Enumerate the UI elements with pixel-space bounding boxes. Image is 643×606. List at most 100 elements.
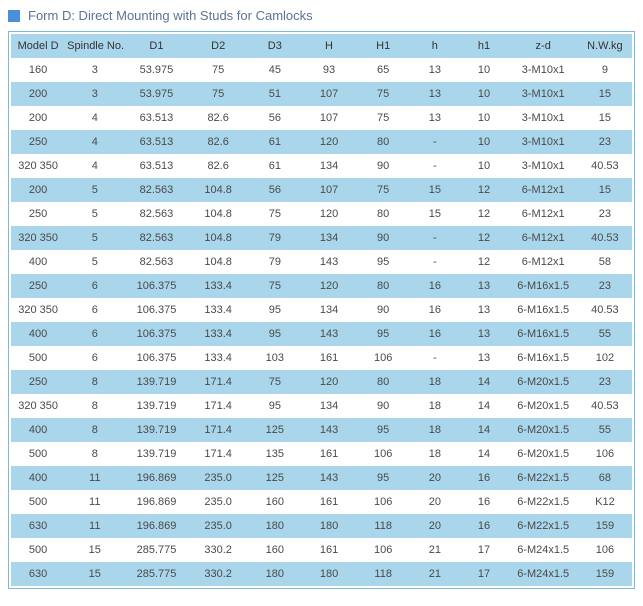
table-cell: 133.4 — [189, 298, 248, 322]
table-cell: 120 — [302, 130, 356, 154]
table-cell: 106 — [356, 538, 410, 562]
table-cell: 6-M16x1.5 — [509, 298, 578, 322]
table-cell: 400 — [11, 418, 65, 442]
table-cell: 15 — [578, 82, 632, 106]
table-row: 4006106.375133.4951439516136-M16x1.555 — [11, 322, 632, 346]
table-cell: 161 — [302, 346, 356, 370]
table-row: 5008139.719171.413516110618146-M20x1.510… — [11, 442, 632, 466]
table-cell: 21 — [410, 538, 459, 562]
table-cell: 161 — [302, 442, 356, 466]
table-cell: 159 — [578, 562, 632, 586]
table-cell: 120 — [302, 202, 356, 226]
table-cell: 80 — [356, 130, 410, 154]
table-cell: 53.975 — [124, 58, 188, 82]
table-cell: 106 — [356, 346, 410, 370]
table-cell: 106 — [356, 442, 410, 466]
table-cell: 40.53 — [578, 154, 632, 178]
table-cell: 63.513 — [124, 154, 188, 178]
table-cell: 20 — [410, 490, 459, 514]
table-cell: 18 — [410, 442, 459, 466]
table-cell: 196.869 — [124, 466, 188, 490]
table-cell: 125 — [248, 418, 302, 442]
table-cell: 56 — [248, 178, 302, 202]
table-cell: 40.53 — [578, 226, 632, 250]
table-cell: 106.375 — [124, 274, 188, 298]
table-cell: 80 — [356, 274, 410, 298]
table-cell: - — [410, 226, 459, 250]
table-cell: 16 — [410, 298, 459, 322]
table-cell: 320 350 — [11, 298, 65, 322]
table-cell: 13 — [410, 58, 459, 82]
table-cell: 16 — [410, 322, 459, 346]
table-header-cell: H1 — [356, 34, 410, 58]
table-cell: 11 — [65, 466, 124, 490]
table-cell: 171.4 — [189, 394, 248, 418]
table-cell: 15 — [578, 178, 632, 202]
data-table: Model DSpindle No.D1D2D3HH1hh1z-dN.W.kg … — [11, 34, 632, 586]
table-row: 160353.9757545936513103-M10x19 — [11, 58, 632, 82]
table-row: 40011196.869235.01251439520166-M22x1.568 — [11, 466, 632, 490]
table-cell: 250 — [11, 130, 65, 154]
table-cell: 171.4 — [189, 370, 248, 394]
table-cell: 320 350 — [11, 394, 65, 418]
table-cell: 143 — [302, 322, 356, 346]
table-cell: 16 — [459, 514, 508, 538]
table-cell: 3 — [65, 82, 124, 106]
table-cell: 118 — [356, 514, 410, 538]
table-cell: 134 — [302, 298, 356, 322]
table-cell: 133.4 — [189, 274, 248, 298]
table-cell: 107 — [302, 178, 356, 202]
table-cell: 10 — [459, 58, 508, 82]
table-cell: 6 — [65, 298, 124, 322]
table-cell: 104.8 — [189, 202, 248, 226]
table-cell: 180 — [302, 562, 356, 586]
table-cell: 5 — [65, 226, 124, 250]
table-cell: 6-M12x1 — [509, 250, 578, 274]
table-cell: 139.719 — [124, 394, 188, 418]
table-cell: 171.4 — [189, 418, 248, 442]
table-cell: - — [410, 154, 459, 178]
table-header-cell: D3 — [248, 34, 302, 58]
table-cell: 196.869 — [124, 514, 188, 538]
table-cell: 90 — [356, 298, 410, 322]
table-cell: 330.2 — [189, 562, 248, 586]
table-cell: 400 — [11, 466, 65, 490]
table-cell: 10 — [459, 82, 508, 106]
table-cell: 15 — [410, 178, 459, 202]
table-cell: 12 — [459, 202, 508, 226]
table-cell: K12 — [578, 490, 632, 514]
table-cell: 14 — [459, 442, 508, 466]
table-cell: 5 — [65, 178, 124, 202]
table-cell: 23 — [578, 274, 632, 298]
table-cell: 133.4 — [189, 346, 248, 370]
table-cell: 500 — [11, 346, 65, 370]
table-cell: 400 — [11, 250, 65, 274]
table-container: Model DSpindle No.D1D2D3HH1hh1z-dN.W.kg … — [8, 31, 635, 589]
table-cell: 6 — [65, 274, 124, 298]
table-cell: 630 — [11, 514, 65, 538]
table-cell: 5 — [65, 250, 124, 274]
table-cell: 15 — [65, 562, 124, 586]
table-cell: 14 — [459, 370, 508, 394]
table-cell: 143 — [302, 418, 356, 442]
table-cell: 6 — [65, 346, 124, 370]
table-cell: 95 — [248, 322, 302, 346]
table-cell: 235.0 — [189, 490, 248, 514]
table-cell: 200 — [11, 106, 65, 130]
table-row: 50011196.869235.016016110620166-M22x1.5K… — [11, 490, 632, 514]
table-cell: 80 — [356, 370, 410, 394]
title-square-icon — [8, 10, 20, 22]
table-cell: 82.563 — [124, 178, 188, 202]
table-cell: 17 — [459, 538, 508, 562]
table-cell: 17 — [459, 562, 508, 586]
table-cell: 6-M16x1.5 — [509, 274, 578, 298]
table-cell: 82.563 — [124, 250, 188, 274]
table-row: 2508139.719171.4751208018146-M20x1.523 — [11, 370, 632, 394]
table-cell: 106.375 — [124, 346, 188, 370]
table-header-cell: Spindle No. — [65, 34, 124, 58]
table-cell: 3-M10x1 — [509, 106, 578, 130]
table-cell: 18 — [410, 418, 459, 442]
table-cell: 120 — [302, 274, 356, 298]
table-row: 400582.563104.87914395-126-M12x158 — [11, 250, 632, 274]
table-cell: 53.975 — [124, 82, 188, 106]
